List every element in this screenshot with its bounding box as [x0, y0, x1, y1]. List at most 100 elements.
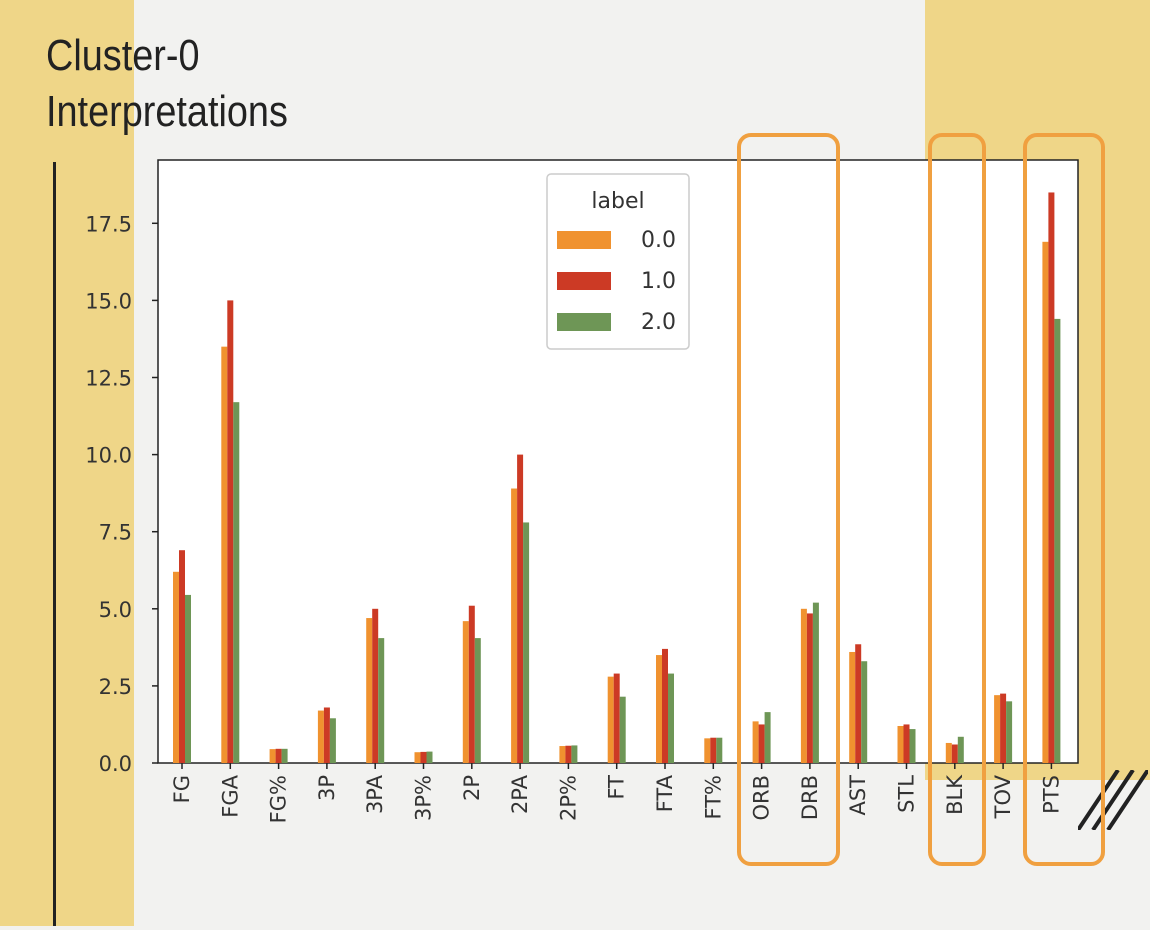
- bar-FGA-series-1.0: [227, 300, 234, 763]
- left-accent-band: [0, 0, 134, 926]
- y-tick-label: 0.0: [99, 752, 132, 776]
- bar-3P%-series-2.0: [426, 751, 433, 763]
- bar-ORB-series-0.0: [752, 721, 759, 763]
- bar-FTA-series-0.0: [656, 655, 662, 763]
- bar-FG-series-2.0: [185, 594, 191, 763]
- legend-swatch: [557, 272, 611, 290]
- bar-FT-series-1.0: [613, 673, 620, 763]
- bar-FT%-series-0.0: [704, 738, 711, 763]
- y-tick-label: 12.5: [85, 367, 132, 391]
- bar-FGA-series-0.0: [221, 346, 228, 763]
- bar-STL-series-2.0: [909, 729, 916, 763]
- bar-FG-series-1.0: [179, 550, 185, 763]
- x-tick-label: AST: [846, 775, 870, 816]
- bar-BLK-series-2.0: [957, 736, 964, 763]
- x-tick-label: 2P%: [556, 775, 580, 821]
- bar-2PA-series-0.0: [511, 488, 518, 763]
- bar-FGA-series-2.0: [233, 402, 240, 763]
- bar-TOV-series-1.0: [1000, 693, 1007, 763]
- bar-AST-series-2.0: [861, 661, 868, 763]
- y-tick-label: 7.5: [99, 521, 132, 545]
- x-tick-label: 3P: [315, 775, 339, 801]
- slide-title: Cluster-0 Interpretations: [46, 28, 288, 140]
- bar-DRB-series-0.0: [800, 608, 807, 763]
- bar-3P-series-1.0: [323, 707, 330, 763]
- bar-3PA-series-0.0: [366, 618, 373, 763]
- bar-2P%-series-1.0: [565, 745, 572, 763]
- bar-PTS-series-1.0: [1048, 192, 1055, 763]
- bar-2P%-series-0.0: [559, 746, 566, 763]
- y-tick-label: 5.0: [99, 598, 132, 622]
- bar-3PA-series-1.0: [372, 608, 379, 763]
- bar-TOV-series-2.0: [1006, 701, 1013, 763]
- legend-title: label: [591, 189, 644, 214]
- x-tick-label: TOV: [991, 774, 1015, 819]
- legend-swatch: [557, 231, 611, 249]
- bar-3P%-series-1.0: [420, 751, 427, 763]
- slide-title-line-1: Cluster-0: [46, 31, 200, 80]
- x-tick-label: 2PA: [508, 774, 532, 814]
- x-tick-label: FG%: [267, 775, 291, 823]
- bar-3P-series-2.0: [329, 718, 336, 763]
- bar-2P%-series-2.0: [571, 745, 578, 763]
- bar-2PA-series-2.0: [523, 522, 530, 763]
- bar-FG%-series-1.0: [275, 748, 282, 763]
- bar-FG-series-0.0: [173, 571, 179, 763]
- x-tick-label: FTA: [653, 774, 677, 812]
- bar-STL-series-1.0: [903, 724, 910, 763]
- bar-AST-series-0.0: [849, 651, 856, 763]
- bar-AST-series-1.0: [855, 644, 862, 763]
- vertical-divider-line: [53, 162, 56, 926]
- highlight-box-blk: [928, 133, 986, 866]
- bar-FG%-series-0.0: [269, 749, 276, 763]
- bar-FTA-series-2.0: [668, 673, 674, 763]
- bar-PTS-series-0.0: [1042, 241, 1049, 763]
- bar-2P-series-1.0: [468, 605, 475, 763]
- legend-box: [546, 173, 690, 350]
- bar-ORB-series-2.0: [764, 712, 771, 763]
- bar-BLK-series-1.0: [951, 744, 958, 763]
- slide-title-line-2: Interpretations: [46, 87, 288, 136]
- bar-3P%-series-0.0: [414, 752, 421, 763]
- y-tick-label: 10.0: [85, 444, 132, 468]
- bar-DRB-series-1.0: [806, 613, 813, 763]
- x-tick-label: 3P%: [412, 775, 436, 821]
- bar-PTS-series-2.0: [1054, 318, 1061, 763]
- bar-FT%-series-1.0: [710, 737, 717, 763]
- legend-label: 2.0: [641, 310, 676, 335]
- bar-BLK-series-0.0: [945, 742, 952, 763]
- x-tick-label: FG: [170, 775, 194, 803]
- legend-label: 1.0: [641, 269, 676, 294]
- x-tick-label: FT%: [701, 775, 725, 820]
- bar-3P-series-0.0: [317, 710, 324, 763]
- bar-2P-series-2.0: [474, 638, 481, 763]
- x-tick-label: STL: [895, 775, 919, 813]
- x-tick-label: PTS: [1039, 775, 1063, 814]
- bar-FT-series-0.0: [607, 676, 614, 763]
- bar-FT%-series-2.0: [716, 737, 723, 763]
- x-tick-label: BLK: [943, 774, 967, 815]
- bar-2PA-series-1.0: [517, 454, 524, 763]
- highlight-box-orb-drb: [737, 133, 840, 866]
- x-tick-label: 2P: [460, 775, 484, 801]
- highlight-box-pts: [1023, 133, 1105, 866]
- bar-FG%-series-2.0: [281, 748, 288, 763]
- legend-label: 0.0: [641, 228, 676, 253]
- bar-TOV-series-0.0: [994, 695, 1001, 763]
- x-tick-label: DRB: [798, 775, 822, 820]
- bar-FT-series-2.0: [619, 696, 626, 763]
- bar-3PA-series-2.0: [378, 638, 385, 763]
- y-tick-label: 2.5: [99, 675, 132, 699]
- x-tick-label: FGA: [218, 774, 242, 817]
- y-tick-label: 15.0: [85, 289, 132, 313]
- bar-FTA-series-1.0: [662, 648, 668, 763]
- y-tick-label: 17.5: [85, 212, 132, 236]
- bar-DRB-series-2.0: [812, 602, 819, 763]
- bar-STL-series-0.0: [897, 725, 904, 763]
- x-tick-label: ORB: [750, 775, 774, 821]
- hatch-decoration: [1078, 770, 1148, 830]
- bar-2P-series-0.0: [462, 621, 469, 763]
- bar-ORB-series-1.0: [758, 724, 765, 763]
